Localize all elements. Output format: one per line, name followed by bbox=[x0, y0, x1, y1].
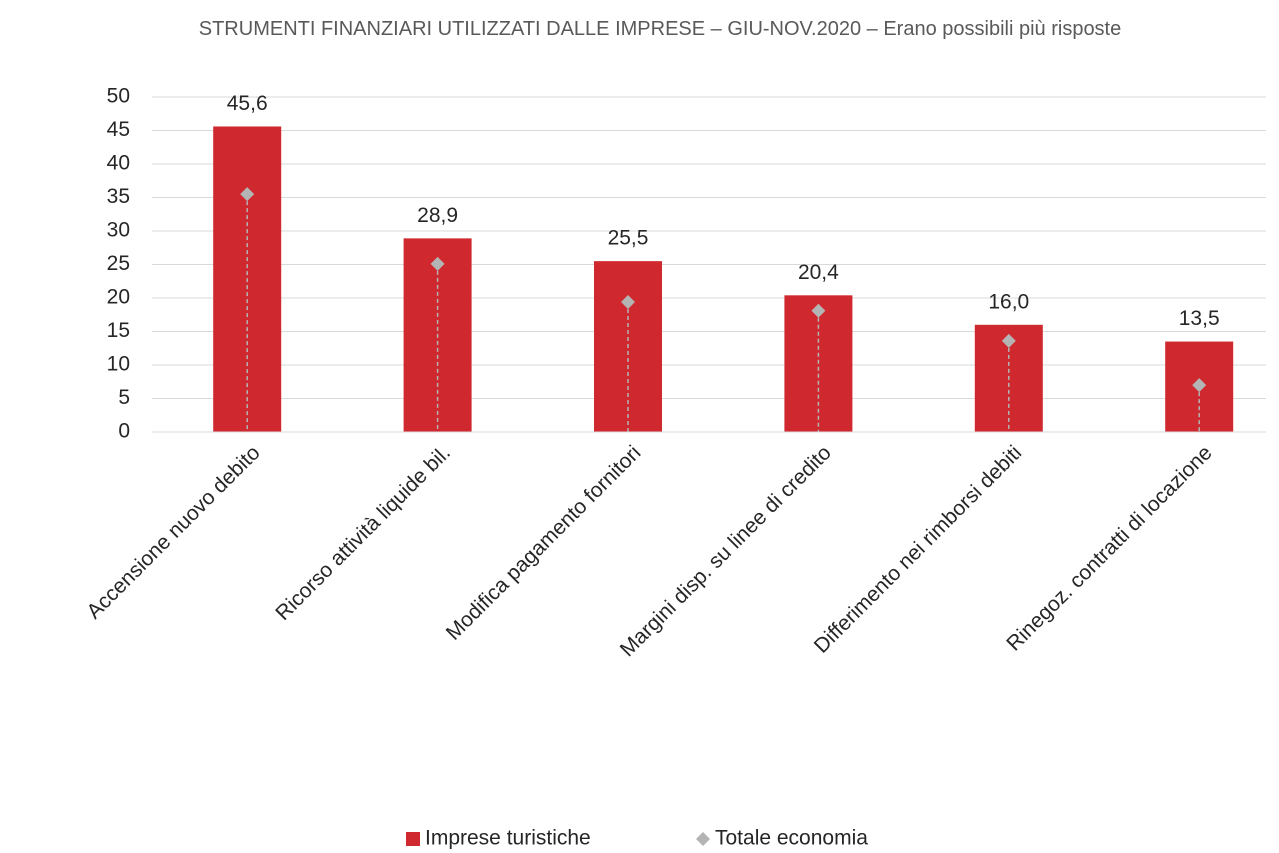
x-tick-label: Ricorso attività liquide bil. bbox=[271, 441, 455, 625]
diamond-marker bbox=[811, 303, 826, 318]
x-tick-label: Differimento nei rimborsi debiti bbox=[810, 441, 1027, 658]
y-tick-label: 5 bbox=[118, 386, 130, 409]
diamond-marker bbox=[240, 187, 255, 202]
y-tick-label: 15 bbox=[107, 319, 130, 342]
y-tick-label: 10 bbox=[107, 353, 130, 376]
diamond-marker bbox=[1192, 378, 1207, 393]
x-tick-label: Margini disp. su linee di credito bbox=[616, 441, 836, 661]
x-tick-label: Modifica pagamento fornitori bbox=[442, 441, 646, 645]
y-tick-label: 0 bbox=[118, 420, 130, 443]
diamond-marker bbox=[621, 295, 635, 310]
legend-label: Totale economia bbox=[715, 827, 868, 850]
y-tick-label: 40 bbox=[107, 152, 130, 175]
data-label: 16,0 bbox=[988, 290, 1029, 313]
y-tick-label: 50 bbox=[107, 85, 130, 108]
data-label: 28,9 bbox=[417, 204, 458, 227]
y-tick-label: 30 bbox=[107, 219, 130, 242]
diamond-marker bbox=[430, 256, 445, 271]
data-label: 25,5 bbox=[608, 227, 649, 250]
x-tick-label: Rinegoz. contratti di locazione bbox=[1002, 441, 1216, 655]
y-tick-label: 20 bbox=[107, 286, 130, 309]
y-tick-label: 45 bbox=[107, 118, 130, 141]
y-tick-label: 25 bbox=[107, 252, 130, 275]
legend-label: Imprese turistiche bbox=[425, 827, 591, 850]
diamond-marker bbox=[1001, 333, 1016, 348]
data-label: 20,4 bbox=[798, 261, 839, 284]
y-tick-label: 35 bbox=[107, 185, 130, 208]
legend-swatch bbox=[406, 832, 420, 846]
x-tick-label: Accensione nuovo debito bbox=[82, 441, 264, 623]
chart-title: STRUMENTI FINANZIARI UTILIZZATI DALLE IM… bbox=[198, 18, 1122, 40]
data-label: 13,5 bbox=[1179, 307, 1220, 330]
data-label: 45,6 bbox=[227, 92, 268, 115]
legend-swatch bbox=[696, 832, 710, 846]
